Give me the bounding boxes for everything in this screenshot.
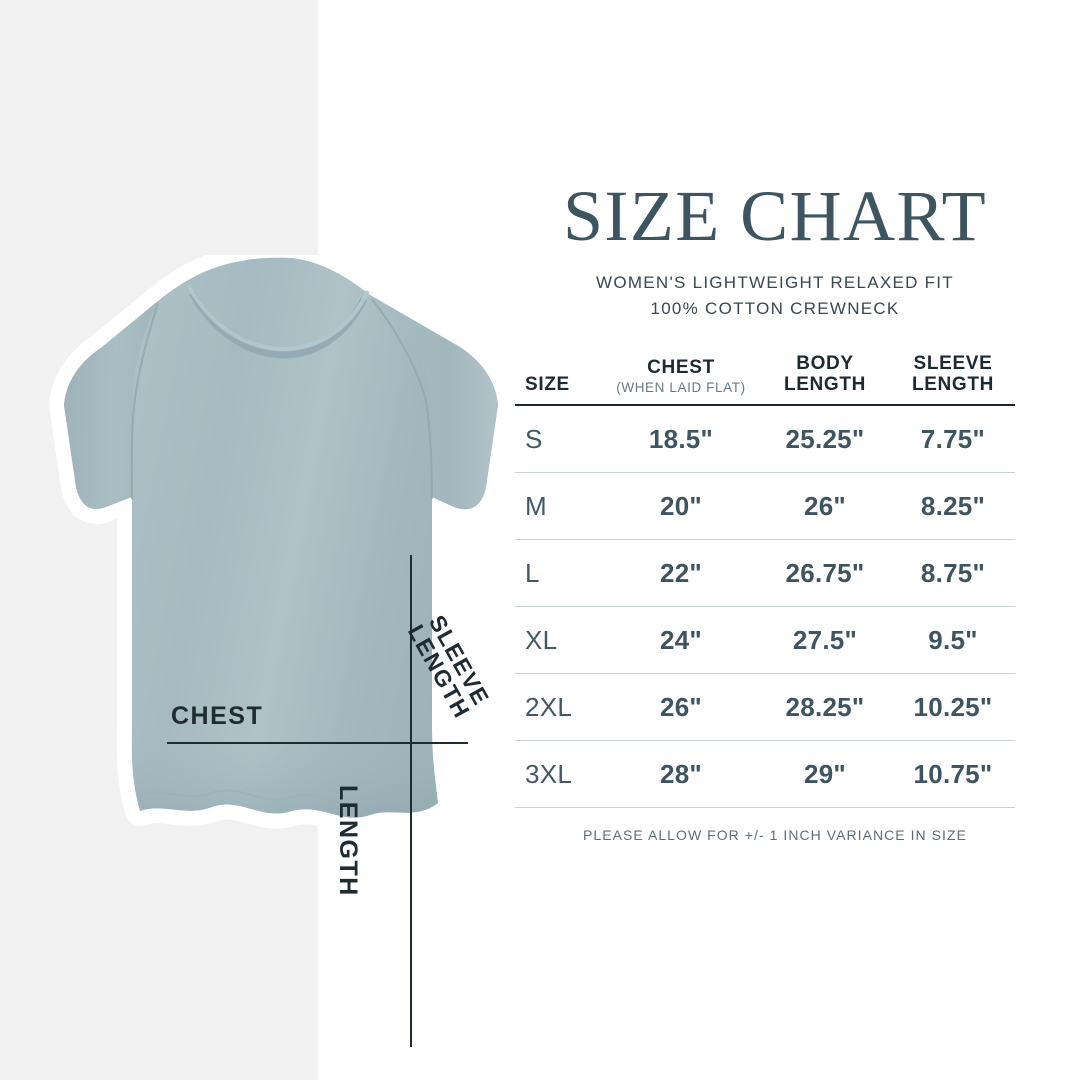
- tshirt-neckline-ribbing: [186, 284, 370, 352]
- cell-size: XL: [515, 606, 603, 675]
- cell-sleeve: 8.75": [891, 539, 1015, 608]
- table-row: 2XL 26" 28.25" 10.25": [515, 673, 1015, 742]
- subtitle: WOMEN'S LIGHTWEIGHT RELAXED FIT 100% COT…: [515, 270, 1035, 323]
- cell-sleeve: 9.5": [891, 606, 1015, 675]
- column-header-sleeve-line1: SLEEVE: [913, 352, 993, 374]
- cell-chest: 28": [603, 740, 759, 809]
- subtitle-line-2: 100% COTTON CREWNECK: [650, 299, 900, 319]
- cell-size: L: [515, 539, 603, 608]
- cell-body: 25.25": [759, 405, 891, 474]
- column-header-body-length: BODY LENGTH: [759, 352, 891, 407]
- table-row: S 18.5" 25.25" 7.75": [515, 405, 1015, 474]
- column-header-chest-note: (WHEN LAID FLAT): [616, 380, 746, 396]
- cell-size: S: [515, 405, 603, 474]
- table-header-row: SIZE CHEST (WHEN LAID FLAT) BODY LENGTH …: [515, 352, 1015, 407]
- cell-sleeve: 10.25": [891, 673, 1015, 742]
- tshirt-neckline: [188, 291, 368, 359]
- cell-size: M: [515, 472, 603, 541]
- cell-chest: 18.5": [603, 405, 759, 474]
- chest-measure-line: [167, 742, 468, 744]
- cell-size: 3XL: [515, 740, 603, 809]
- tshirt-sleeve-right: [370, 295, 498, 510]
- variance-note: PLEASE ALLOW FOR +/- 1 INCH VARIANCE IN …: [583, 827, 967, 844]
- tshirt-seam-right: [371, 298, 433, 500]
- table-header: SIZE CHEST (WHEN LAID FLAT) BODY LENGTH …: [515, 352, 1015, 407]
- tshirt-body: [64, 257, 498, 818]
- table-row: L 22" 26.75" 8.75": [515, 539, 1015, 608]
- tshirt-seam-left: [130, 302, 159, 500]
- column-header-body-line2: LENGTH: [783, 373, 867, 395]
- column-header-sleeve-line2: LENGTH: [911, 373, 995, 395]
- cell-body: 26": [759, 472, 891, 541]
- tshirt-sleeve-left: [64, 301, 158, 509]
- cell-chest: 24": [603, 606, 759, 675]
- cell-chest: 22": [603, 539, 759, 608]
- tshirt-svg: [49, 255, 513, 833]
- cell-body: 29": [759, 740, 891, 809]
- column-header-sleeve-length: SLEEVE LENGTH: [891, 352, 1015, 407]
- table-row: 3XL 28" 29" 10.75": [515, 740, 1015, 809]
- cell-sleeve: 8.25": [891, 472, 1015, 541]
- chest-measure-label: CHEST: [171, 702, 264, 730]
- cell-chest: 20": [603, 472, 759, 541]
- length-measure-label: LENGTH: [334, 785, 362, 897]
- cell-chest: 26": [603, 673, 759, 742]
- page-title: SIZE CHART: [562, 176, 988, 256]
- column-header-body-line1: BODY: [796, 352, 854, 374]
- cell-size: 2XL: [515, 673, 603, 742]
- tshirt-illustration: CHEST LENGTH SLEEVE LENGTH: [40, 255, 520, 1047]
- cell-body: 26.75": [759, 539, 891, 608]
- column-header-chest: CHEST (WHEN LAID FLAT): [603, 352, 759, 407]
- tshirt-hem-stitch: [139, 788, 437, 805]
- length-measure-line: [410, 555, 412, 1047]
- product-image-panel: CHEST LENGTH SLEEVE LENGTH: [0, 0, 520, 1080]
- table-body: S 18.5" 25.25" 7.75" M 20" 26" 8.25" L 2…: [515, 405, 1015, 809]
- cell-sleeve: 10.75": [891, 740, 1015, 809]
- table-row: XL 24" 27.5" 9.5": [515, 606, 1015, 675]
- cell-body: 27.5": [759, 606, 891, 675]
- size-chart-table: SIZE CHEST (WHEN LAID FLAT) BODY LENGTH …: [515, 352, 1015, 809]
- cell-body: 28.25": [759, 673, 891, 742]
- subtitle-line-1: WOMEN'S LIGHTWEIGHT RELAXED FIT: [596, 273, 954, 292]
- cell-sleeve: 7.75": [891, 405, 1015, 474]
- column-header-size: SIZE: [515, 352, 603, 407]
- column-header-chest-label: CHEST: [647, 356, 715, 378]
- table-row: M 20" 26" 8.25": [515, 472, 1015, 541]
- size-chart-panel: SIZE CHART WOMEN'S LIGHTWEIGHT RELAXED F…: [515, 180, 1035, 843]
